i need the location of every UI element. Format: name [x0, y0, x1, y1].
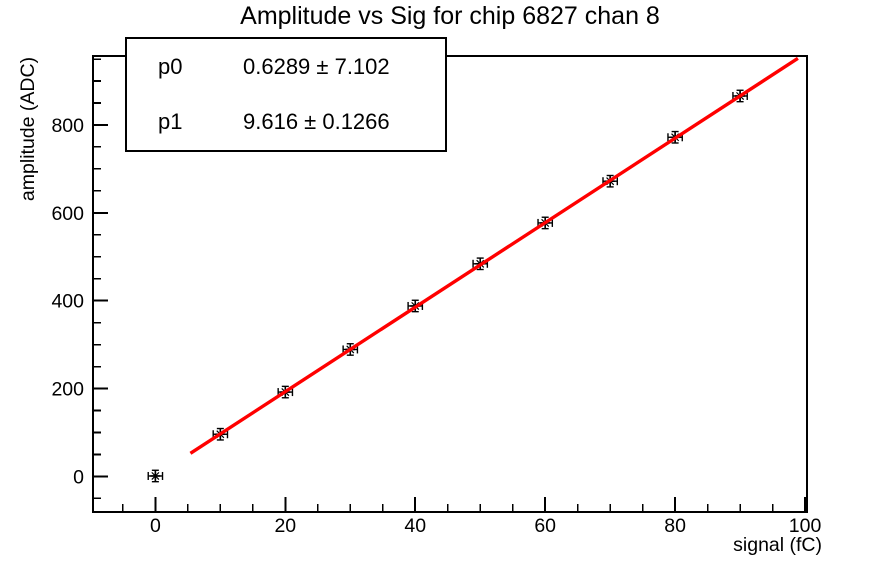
y-tick-label: 200 [51, 379, 84, 401]
y-tick-label: 0 [73, 466, 84, 488]
fit-stats-box: p0 0.6289 ± 7.102 p1 9.616 ± 0.1266 [125, 37, 447, 152]
param-name: p1 [158, 109, 183, 135]
stats-row-p1: p1 9.616 ± 0.1266 [127, 95, 445, 151]
y-axis-title: amplitude (ADC) [17, 57, 39, 201]
x-tick-label: 20 [274, 515, 296, 537]
y-tick-label: 600 [51, 203, 84, 225]
fit-line [189, 56, 799, 455]
x-tick-label: 60 [534, 515, 556, 537]
x-axis-title: signal (fC) [733, 534, 822, 556]
param-value: 0.6289 ± 7.102 [243, 53, 390, 79]
plot-frame [92, 55, 808, 513]
x-tick-label: 40 [404, 515, 426, 537]
chart-title: Amplitude vs Sig for chip 6827 chan 8 [240, 2, 660, 30]
y-tick-label: 400 [51, 291, 84, 313]
x-tick-label: 80 [664, 515, 686, 537]
data-point-marker [151, 471, 160, 481]
param-value: 9.616 ± 0.1266 [243, 109, 390, 135]
y-tick-label: 800 [51, 115, 84, 137]
param-name: p0 [158, 53, 183, 79]
x-tick-label: 0 [150, 515, 161, 537]
stats-row-p0: p0 0.6289 ± 7.102 [127, 39, 445, 95]
x-tick-label: 100 [789, 515, 822, 537]
